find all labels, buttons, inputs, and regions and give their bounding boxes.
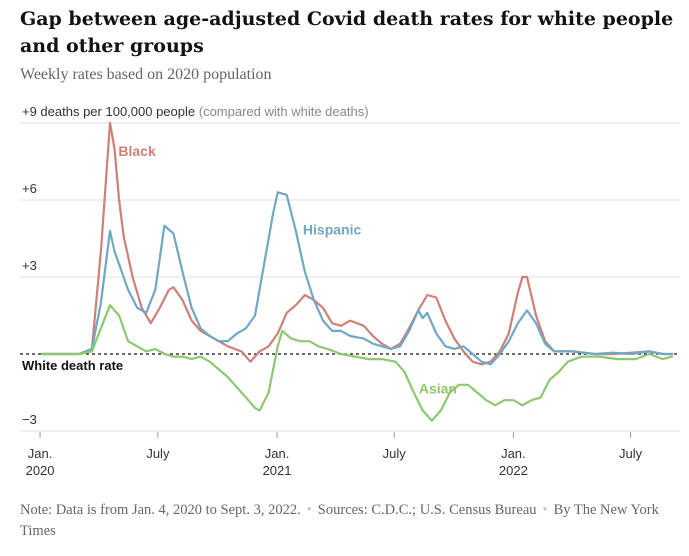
series-lines xyxy=(40,121,674,422)
x-tick-sublabel: 2020 xyxy=(26,463,55,478)
series-label-hispanic: Hispanic xyxy=(303,222,362,238)
series-label-asian: Asian xyxy=(419,381,457,397)
sources-text: Sources: C.D.C.; U.S. Census Bureau xyxy=(317,502,537,518)
series-line-hispanic xyxy=(40,191,674,366)
series-line-asian xyxy=(40,304,674,422)
series-line-black xyxy=(40,121,674,366)
y-tick-label: +3 xyxy=(22,258,37,273)
gridlines: +6 +3 −3 +9 deaths per 100,000 people (comp… xyxy=(20,104,680,478)
y-axis-label: +9 deaths per 100,000 people (compared w… xyxy=(22,104,369,119)
chart-subtitle: Weekly rates based on 2020 population xyxy=(20,66,272,83)
y-axis-label-main: +9 deaths per 100,000 people xyxy=(22,104,199,119)
series-label-black: Black xyxy=(118,143,156,159)
separator-dot-icon: • xyxy=(542,502,548,518)
chart-title: Gap between age-adjusted Covid death rat… xyxy=(20,8,674,57)
y-tick-label: −3 xyxy=(22,412,37,427)
chart-labels: Black Hispanic Asian xyxy=(118,143,457,396)
byline-text: By The New York Times xyxy=(20,502,659,539)
y-tick-label: +6 xyxy=(22,181,37,196)
chart-footer: Note: Data is from Jan. 4, 2020 to Sept.… xyxy=(20,500,680,542)
x-tick-label: Jan. xyxy=(265,446,290,461)
baseline-label: White death rate xyxy=(22,358,123,373)
y-axis-label-note: (compared with white deaths) xyxy=(199,104,369,119)
x-tick-sublabel: 2022 xyxy=(499,463,528,478)
white-baseline: White death rate xyxy=(20,353,680,373)
separator-dot-icon: • xyxy=(306,502,312,518)
x-tick-sublabel: 2021 xyxy=(263,463,292,478)
x-tick-label: July xyxy=(619,446,643,461)
line-chart: +6 +3 −3 +9 deaths per 100,000 people (comp… xyxy=(20,104,680,478)
x-tick-label: July xyxy=(383,446,407,461)
x-tick-label: July xyxy=(146,446,170,461)
note-text: Note: Data is from Jan. 4, 2020 to Sept.… xyxy=(20,502,301,518)
x-tick-label: Jan. xyxy=(501,446,526,461)
x-tick-label: Jan. xyxy=(28,446,53,461)
